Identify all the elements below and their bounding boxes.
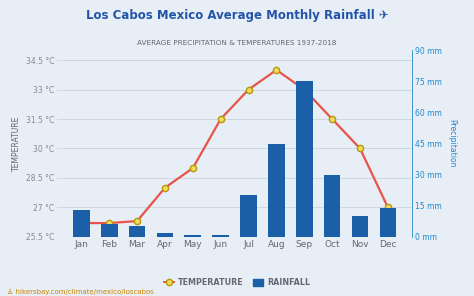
Text: Los Cabos Mexico Average Monthly Rainfall ✈: Los Cabos Mexico Average Monthly Rainfal…	[86, 9, 388, 22]
Bar	[73, 210, 90, 237]
Bar	[156, 233, 173, 237]
Bar	[184, 235, 201, 237]
Bar	[380, 208, 396, 237]
Bar	[296, 81, 313, 237]
Y-axis label: Precipitation: Precipitation	[447, 119, 456, 168]
Bar	[240, 195, 257, 237]
Text: ♙ hikersbay.com/climate/mexico/loscabos: ♙ hikersbay.com/climate/mexico/loscabos	[7, 288, 154, 295]
Y-axis label: TEMPERATURE: TEMPERATURE	[12, 116, 21, 171]
Text: AVERAGE PRECIPITATION & TEMPERATURES 1937-2018: AVERAGE PRECIPITATION & TEMPERATURES 193…	[137, 40, 337, 46]
Bar	[352, 216, 368, 237]
Bar	[101, 224, 118, 237]
Bar	[324, 175, 340, 237]
Legend: TEMPERATURE, RAINFALL: TEMPERATURE, RAINFALL	[161, 275, 313, 290]
Bar	[129, 226, 146, 237]
Bar	[268, 144, 285, 237]
Bar	[212, 235, 229, 237]
